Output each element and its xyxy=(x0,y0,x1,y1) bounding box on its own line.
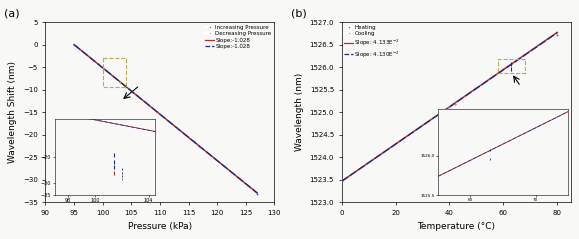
Point xyxy=(115,80,124,84)
Y-axis label: Wavelength (nm): Wavelength (nm) xyxy=(295,73,304,151)
Point xyxy=(252,192,262,196)
X-axis label: Temperature (°C): Temperature (°C) xyxy=(417,222,495,231)
Point xyxy=(173,126,182,130)
Point xyxy=(98,66,107,70)
Point xyxy=(507,62,516,66)
Bar xyxy=(102,58,126,87)
Point xyxy=(109,171,119,175)
Point xyxy=(98,66,107,70)
Point xyxy=(69,43,79,46)
Point xyxy=(109,160,119,164)
Point xyxy=(450,102,460,106)
Bar xyxy=(498,60,525,73)
Y-axis label: Wavelength Shift (nm): Wavelength Shift (nm) xyxy=(8,61,17,163)
Point xyxy=(337,179,346,183)
Point xyxy=(507,67,516,71)
Point xyxy=(445,105,454,109)
Point xyxy=(552,33,562,37)
Text: (a): (a) xyxy=(4,8,20,18)
Point xyxy=(109,153,119,157)
Point xyxy=(195,146,204,149)
Point xyxy=(115,80,124,84)
Point xyxy=(155,112,164,116)
X-axis label: Pressure (kPa): Pressure (kPa) xyxy=(128,222,192,231)
Text: (b): (b) xyxy=(291,8,307,18)
Legend: Increasing Pressure, Decreasing Pressure, Slope:-1.028, Slope:-1.028: Increasing Pressure, Decreasing Pressure… xyxy=(204,24,273,50)
Legend: Heating, Cooling, Slope: 4.133E$^{-2}$, Slope: 4.130E$^{-2}$: Heating, Cooling, Slope: 4.133E$^{-2}$, … xyxy=(343,24,401,61)
Point xyxy=(445,105,454,109)
Point xyxy=(109,165,119,169)
Point xyxy=(450,102,460,106)
